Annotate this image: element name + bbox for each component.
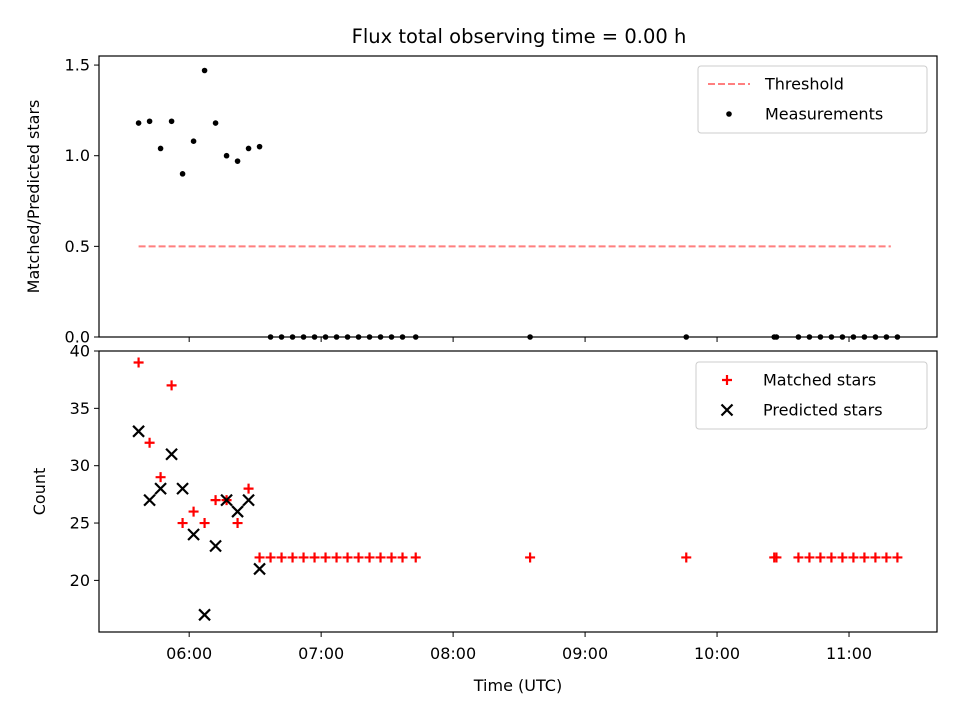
data-point: [815, 552, 826, 563]
data-point: [188, 506, 199, 517]
data-point: [155, 472, 166, 483]
data-point: [309, 552, 320, 563]
data-point: [210, 495, 221, 506]
data-point: [256, 143, 263, 150]
chart-title: Flux total observing time = 0.00 h: [352, 25, 687, 48]
data-point: [826, 552, 837, 563]
data-point: [143, 493, 156, 507]
data-point: [410, 552, 421, 563]
data-point: [176, 482, 189, 495]
y-tick-label: 1.5: [65, 56, 90, 75]
data-point: [209, 539, 222, 553]
data-point: [146, 118, 153, 125]
data-point: [242, 493, 255, 507]
data-point: [144, 437, 155, 448]
data-point: [253, 562, 266, 576]
legend: Matched stars Predicted stars: [695, 361, 928, 430]
legend-box: [697, 65, 928, 134]
data-point: [198, 608, 211, 622]
series-measurements: [135, 67, 901, 340]
data-point: [220, 493, 233, 507]
bottom-panel: 20 25 30 35 40 06:00 07:00 08:00 09:00 10:00 11:00…: [30, 342, 938, 695]
data-point: [243, 483, 254, 494]
legend-label: Measurements: [765, 105, 883, 124]
plot-frame: [98, 350, 938, 633]
x-tick-label: 07:00: [298, 644, 344, 663]
data-point: [525, 552, 536, 563]
data-point: [793, 552, 804, 563]
data-point: [135, 120, 142, 126]
data-point: [276, 552, 287, 563]
data-point: [364, 552, 375, 563]
y-tick-label: 1.0: [65, 146, 90, 165]
data-point: [353, 552, 364, 563]
data-point: [771, 552, 782, 563]
y-axis-label: Matched/Predicted stars: [24, 100, 43, 294]
data-point: [177, 518, 188, 529]
data-point: [133, 357, 144, 368]
data-point: [231, 505, 244, 518]
data-point: [166, 380, 177, 391]
data-point: [386, 552, 397, 563]
data-point: [320, 552, 331, 563]
data-point: [375, 552, 386, 563]
plot-frame: [98, 55, 938, 338]
y-tick-label: 0.5: [65, 237, 90, 256]
data-point: [804, 552, 815, 563]
y-tick-label: 25: [70, 514, 90, 533]
data-point: [157, 145, 164, 152]
data-point: [179, 171, 186, 177]
data-point: [342, 552, 353, 563]
x-tick-label: 10:00: [694, 644, 740, 663]
data-point: [837, 552, 848, 563]
data-point: [287, 552, 298, 563]
data-point: [397, 552, 408, 563]
legend-swatch: [726, 111, 732, 117]
x-axis-label: Time (UTC): [473, 676, 562, 695]
data-point: [199, 518, 210, 529]
data-point: [681, 552, 692, 563]
x-tick-label: 08:00: [430, 644, 476, 663]
legend-label: Threshold: [764, 75, 844, 94]
data-point: [245, 145, 252, 152]
data-point: [223, 152, 230, 159]
y-tick-label: 0.0: [65, 328, 90, 347]
legend-swatch: [720, 403, 734, 417]
data-point: [232, 518, 243, 529]
data-point: [165, 447, 178, 461]
data-point: [892, 552, 903, 563]
x-tick-label: 06:00: [166, 644, 212, 663]
top-panel: 0.0 0.5 1.0 1.5 Matched/Predicted stars Thres…: [24, 55, 938, 347]
data-point: [881, 552, 892, 563]
data-point: [254, 552, 265, 563]
y-tick-label: 30: [70, 456, 90, 475]
y-tick-label: 20: [70, 571, 90, 590]
data-point: [168, 118, 175, 125]
data-point: [870, 552, 881, 563]
series-predicted-stars: [132, 425, 266, 622]
data-point: [132, 425, 145, 438]
legend-box: [695, 361, 928, 430]
y-tick-label: 40: [70, 342, 90, 361]
y-axis-label: Count: [30, 468, 49, 516]
data-point: [848, 552, 859, 563]
data-point: [859, 552, 870, 563]
data-point: [212, 120, 219, 126]
legend-label: Predicted stars: [763, 401, 883, 420]
data-point: [331, 552, 342, 563]
legend-swatch: [722, 375, 732, 385]
data-point: [298, 552, 309, 563]
data-point: [265, 552, 276, 563]
data-point: [201, 67, 208, 74]
legend-label: Matched stars: [763, 371, 876, 390]
data-point: [234, 158, 241, 164]
data-point: [154, 482, 167, 495]
x-tick-label: 11:00: [826, 644, 872, 663]
data-point: [190, 138, 197, 145]
legend: Threshold Measurements: [697, 65, 928, 134]
y-tick-label: 35: [70, 399, 90, 418]
x-tick-label: 09:00: [562, 644, 608, 663]
data-point: [187, 528, 200, 541]
